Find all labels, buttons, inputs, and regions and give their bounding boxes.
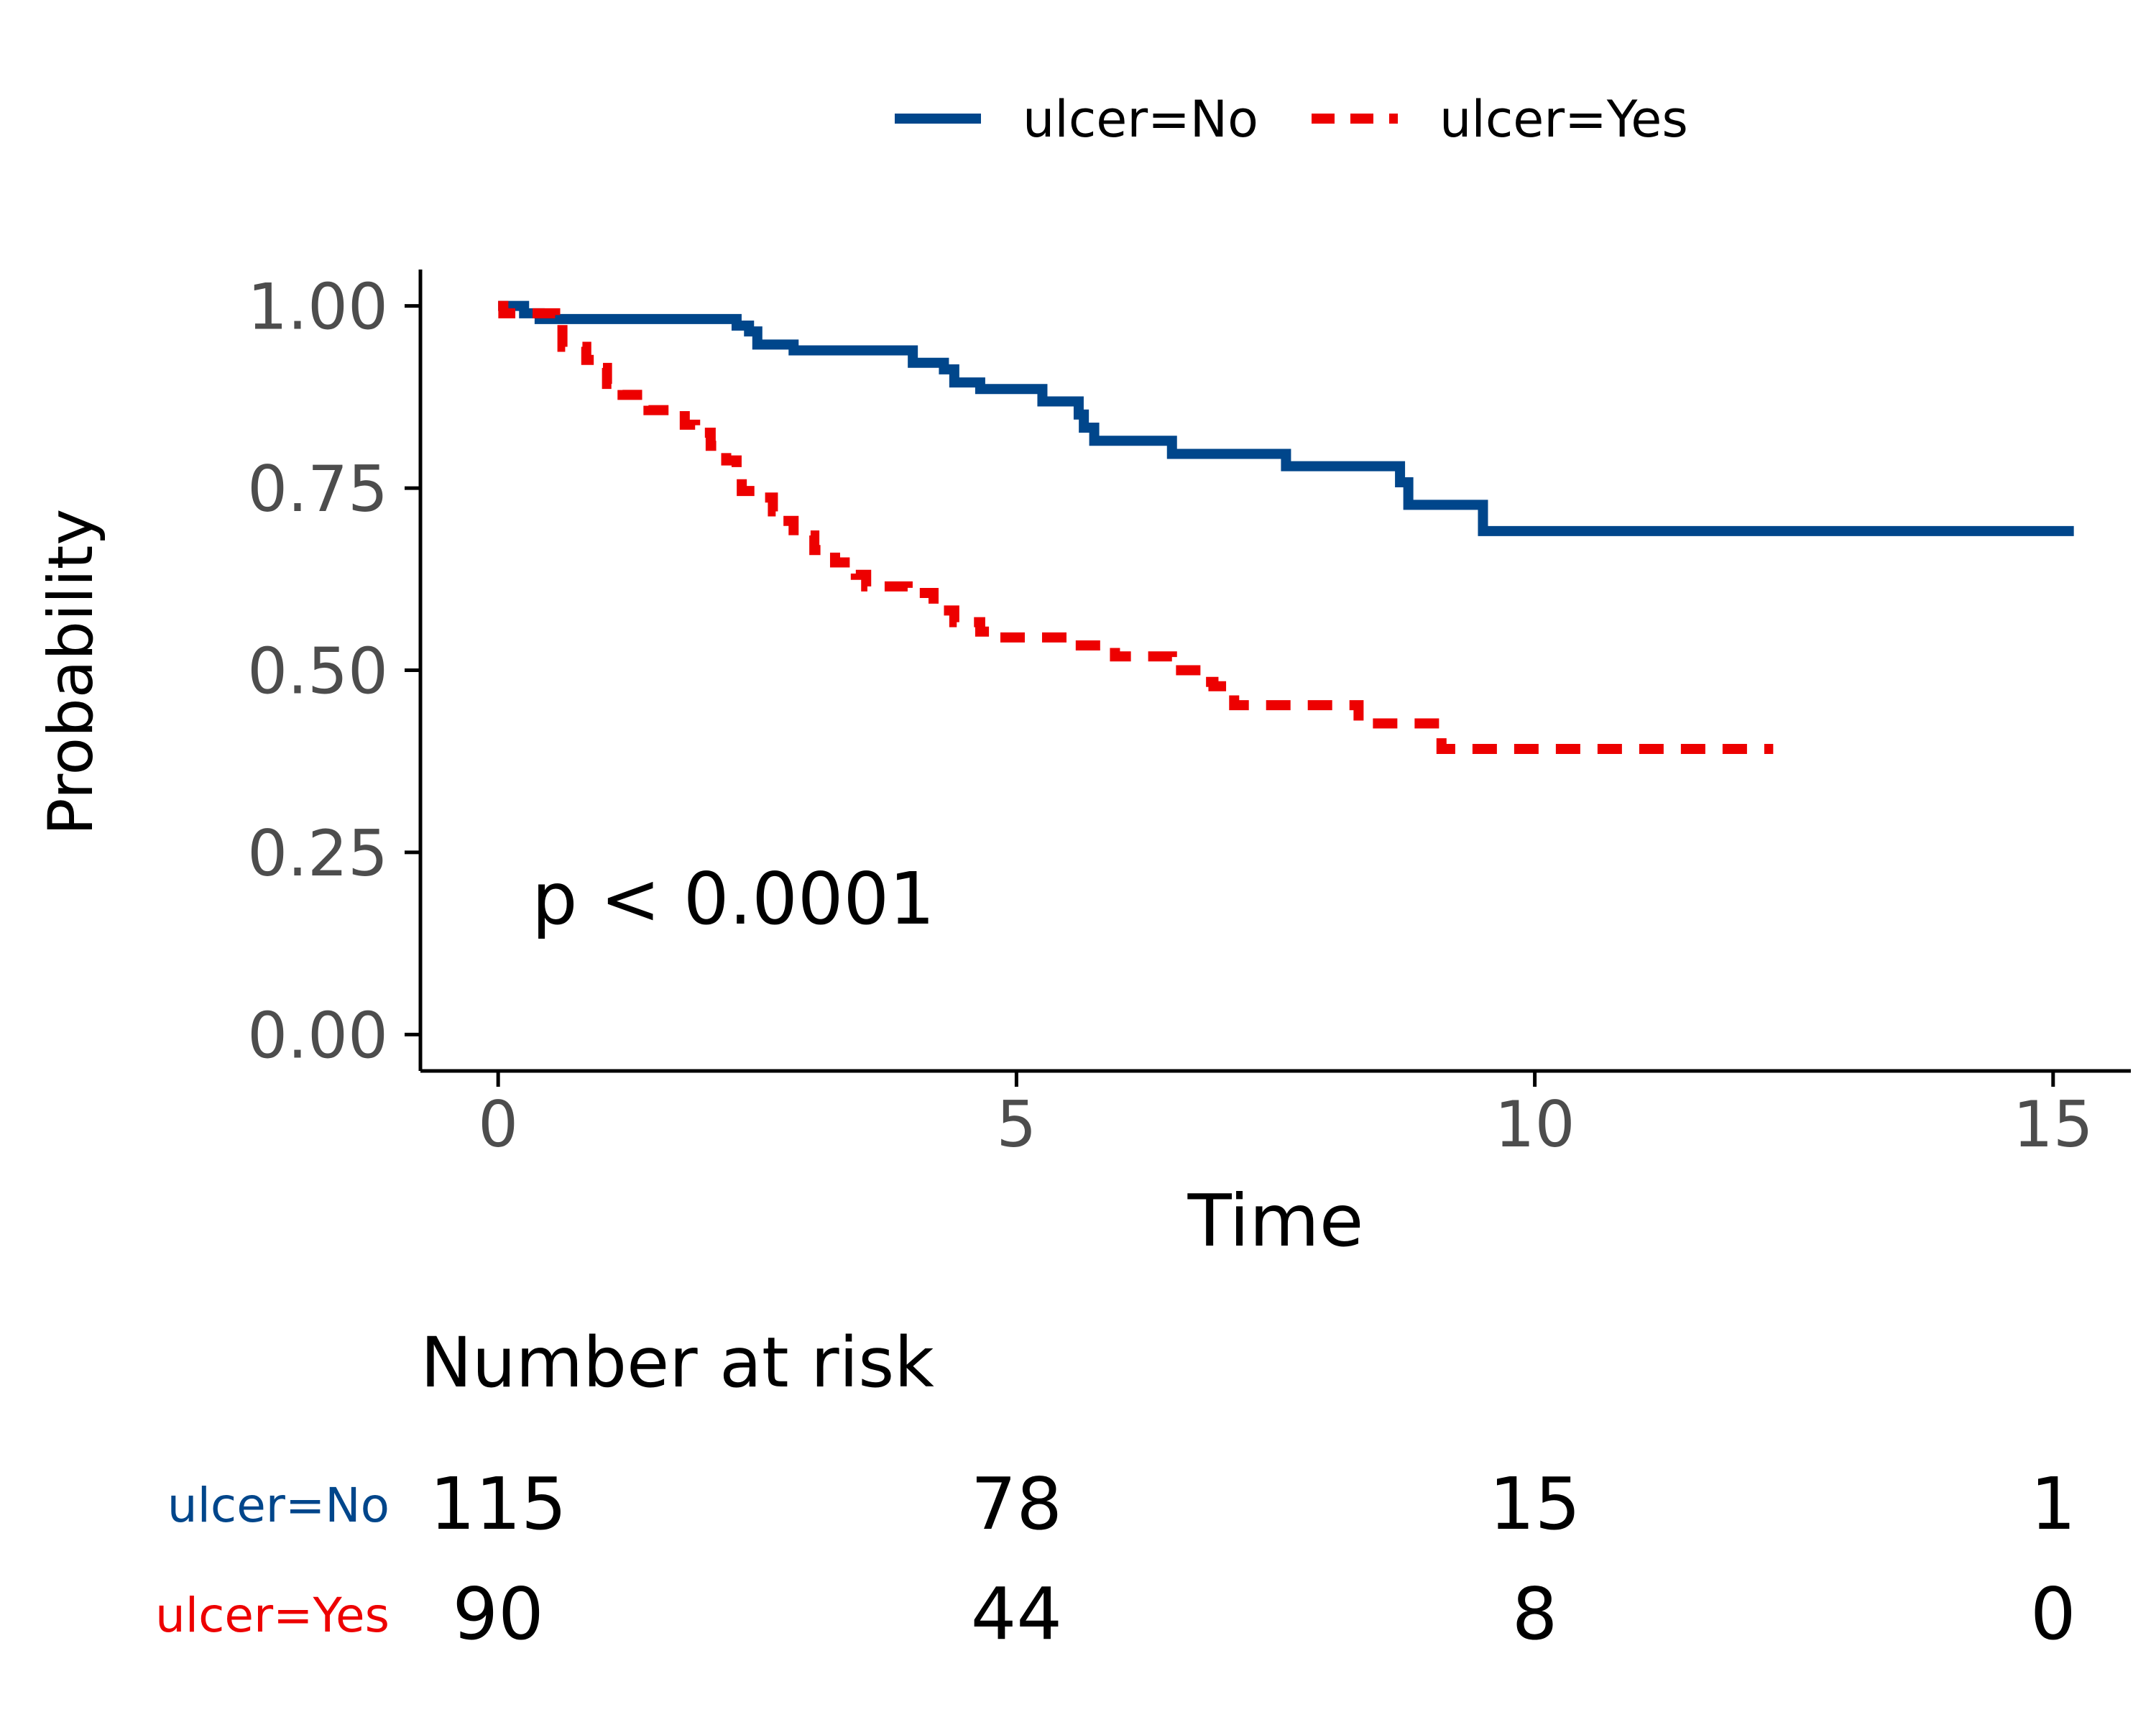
risk-count: 90 bbox=[453, 1572, 544, 1656]
y-axis-title: Probability bbox=[35, 509, 107, 836]
y-tick-label: 0.50 bbox=[247, 635, 388, 709]
survival-curves bbox=[498, 300, 2074, 754]
y-ticks: 0.00 0.25 0.50 0.75 1.00 bbox=[247, 270, 420, 1072]
risk-table-title: Number at risk bbox=[420, 1322, 934, 1403]
risk-row-label: ulcer=Yes bbox=[155, 1588, 390, 1643]
survival-curve-solid bbox=[498, 300, 2074, 536]
risk-count: 115 bbox=[430, 1462, 567, 1546]
risk-count: 78 bbox=[971, 1462, 1062, 1546]
risk-count: 0 bbox=[2030, 1572, 2076, 1656]
survival-curve-dashed bbox=[498, 300, 1774, 754]
x-axis-title: Time bbox=[1187, 1179, 1364, 1263]
legend-label: ulcer=Yes bbox=[1439, 90, 1688, 149]
x-ticks: 0 5 10 15 bbox=[478, 1071, 2093, 1162]
y-tick-label: 0.25 bbox=[247, 816, 388, 891]
legend-label: ulcer=No bbox=[1023, 90, 1258, 149]
x-tick-label: 15 bbox=[2013, 1087, 2093, 1162]
x-tick-label: 5 bbox=[996, 1087, 1036, 1162]
risk-row-label: ulcer=No bbox=[167, 1478, 390, 1533]
x-tick-label: 10 bbox=[1495, 1087, 1575, 1162]
y-tick-label: 1.00 bbox=[247, 270, 388, 344]
legend: ulcer=No ulcer=Yes bbox=[895, 90, 1688, 149]
p-value-annotation: p < 0.0001 bbox=[532, 857, 935, 941]
risk-count: 44 bbox=[971, 1572, 1062, 1656]
risk-count: 15 bbox=[1489, 1462, 1580, 1546]
risk-count: 8 bbox=[1512, 1572, 1558, 1656]
y-tick-label: 0.00 bbox=[247, 998, 388, 1072]
x-tick-label: 0 bbox=[478, 1087, 518, 1162]
axes: 0.00 0.25 0.50 0.75 1.00 0 5 10 15 bbox=[247, 270, 2131, 1162]
y-tick-label: 0.75 bbox=[247, 452, 388, 526]
risk-table: ulcer=No 115 78 15 1 ulcer=Yes 90 44 8 0 bbox=[155, 1462, 2076, 1656]
risk-count: 1 bbox=[2030, 1462, 2076, 1546]
